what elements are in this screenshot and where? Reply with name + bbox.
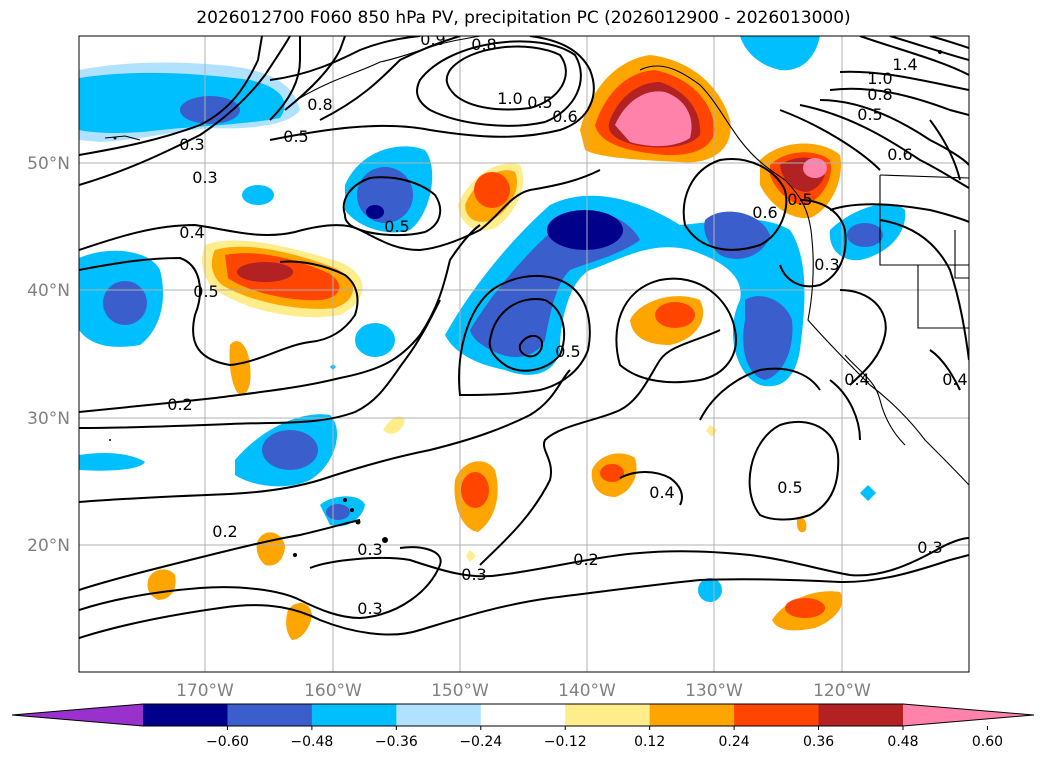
neg-anomaly-west-deep [103,281,147,325]
colorbar-swatch [649,704,735,726]
contour-label: 0.6 [552,107,577,126]
colorbar-swatch [565,704,651,726]
contour-label: 0.9 [420,30,445,49]
coastlines [104,36,969,486]
lon-label-150w: 150°W [431,681,489,701]
colorbar-swatch [818,704,904,726]
colorbar-swatch [311,704,397,726]
contour-label: 0.3 [917,538,942,557]
colorbar-swatch [143,704,228,726]
contour-label: 0.5 [384,217,409,236]
colorbar-tick-label: −0.36 [375,734,418,750]
contour-label: 0.5 [787,190,812,209]
pv-contours [79,36,969,639]
contour-label: 0.5 [527,93,552,112]
contour-label: 0.2 [212,522,237,541]
lon-label-130w: 130°W [685,681,743,701]
contour-label: 0.6 [887,145,912,164]
lon-label-160w: 160°W [304,681,362,701]
colorbar-tick-label: 0.36 [803,734,834,750]
map-title: 2026012700 F060 850 hPa PV, precipitatio… [196,8,851,28]
contour-label: 0.5 [857,105,882,124]
colorbar-tick-label: 0.60 [972,734,1003,750]
contour-label: 1.0 [867,69,892,88]
longitude-axis: 170°W 160°W 150°W 140°W 130°W 120°W [176,681,871,701]
colorbar-swatch [396,704,482,726]
lon-label-120w: 120°W [813,681,871,701]
contour-label: 0.8 [471,35,496,54]
contour-label: 0.5 [193,282,218,301]
latitude-axis: 50°N 40°N 30°N 20°N [27,154,70,556]
contour-label: 0.5 [283,127,308,146]
contour-label: 0.8 [867,85,892,104]
plot-frame [78,35,970,673]
colorbar-swatch [480,704,566,726]
contour-label: 0.5 [777,478,802,497]
lon-label-140w: 140°W [558,681,616,701]
colorbar: −0.60 −0.48 −0.36 −0.24 −0.12 0.12 0.24 0.36 0.4… [11,703,1035,750]
contour-label: 0.8 [307,95,332,114]
contour-label: 0.3 [357,540,382,559]
colorbar-extend-high [903,704,1034,726]
contour-label: 0.3 [461,565,486,584]
precip-shading [79,36,906,640]
contour-label: 0.2 [573,550,598,569]
contour-label: 0.3 [357,599,382,618]
contour-label: 0.5 [555,342,580,361]
contour-label: 1.4 [892,55,917,74]
colorbar-tick-label: −0.12 [544,734,587,750]
contour-label: 0.6 [752,203,777,222]
contour-labels: 0.8 0.9 1.0 0.8 0.6 0.5 0.3 0.3 0.4 0.5 … [167,30,967,618]
lat-label-20n: 20°N [27,536,70,556]
grid-lines [79,36,969,672]
contour-label: 0.4 [942,370,967,389]
colorbar-tick-label: 0.48 [887,734,918,750]
colorbar-tick-label: 0.12 [634,734,665,750]
colorbar-tick-label: −0.48 [290,734,333,750]
colorbar-extend-low [12,704,143,726]
contour-label: 0.3 [814,255,839,274]
contour-label: 0.4 [179,223,204,242]
lon-label-170w: 170°W [176,681,234,701]
islands [109,50,942,557]
colorbar-tick-label: 0.24 [719,734,750,750]
lat-label-30n: 30°N [27,409,70,429]
colorbar-tick-label: −0.60 [206,734,249,750]
contour-label: 0.4 [844,370,869,389]
contour-label: 1.0 [497,89,522,108]
colorbar-swatch [734,704,820,726]
colorbar-outline [11,703,1035,727]
colorbar-tick-label: −0.24 [459,734,502,750]
colorbar-swatch [227,704,313,726]
contour-label: 0.2 [167,395,192,414]
contour-label: 0.3 [192,168,217,187]
contour-label: 0.3 [179,135,204,154]
contour-label: 0.4 [649,483,674,502]
lat-label-50n: 50°N [27,154,70,174]
lat-label-40n: 40°N [27,281,70,301]
